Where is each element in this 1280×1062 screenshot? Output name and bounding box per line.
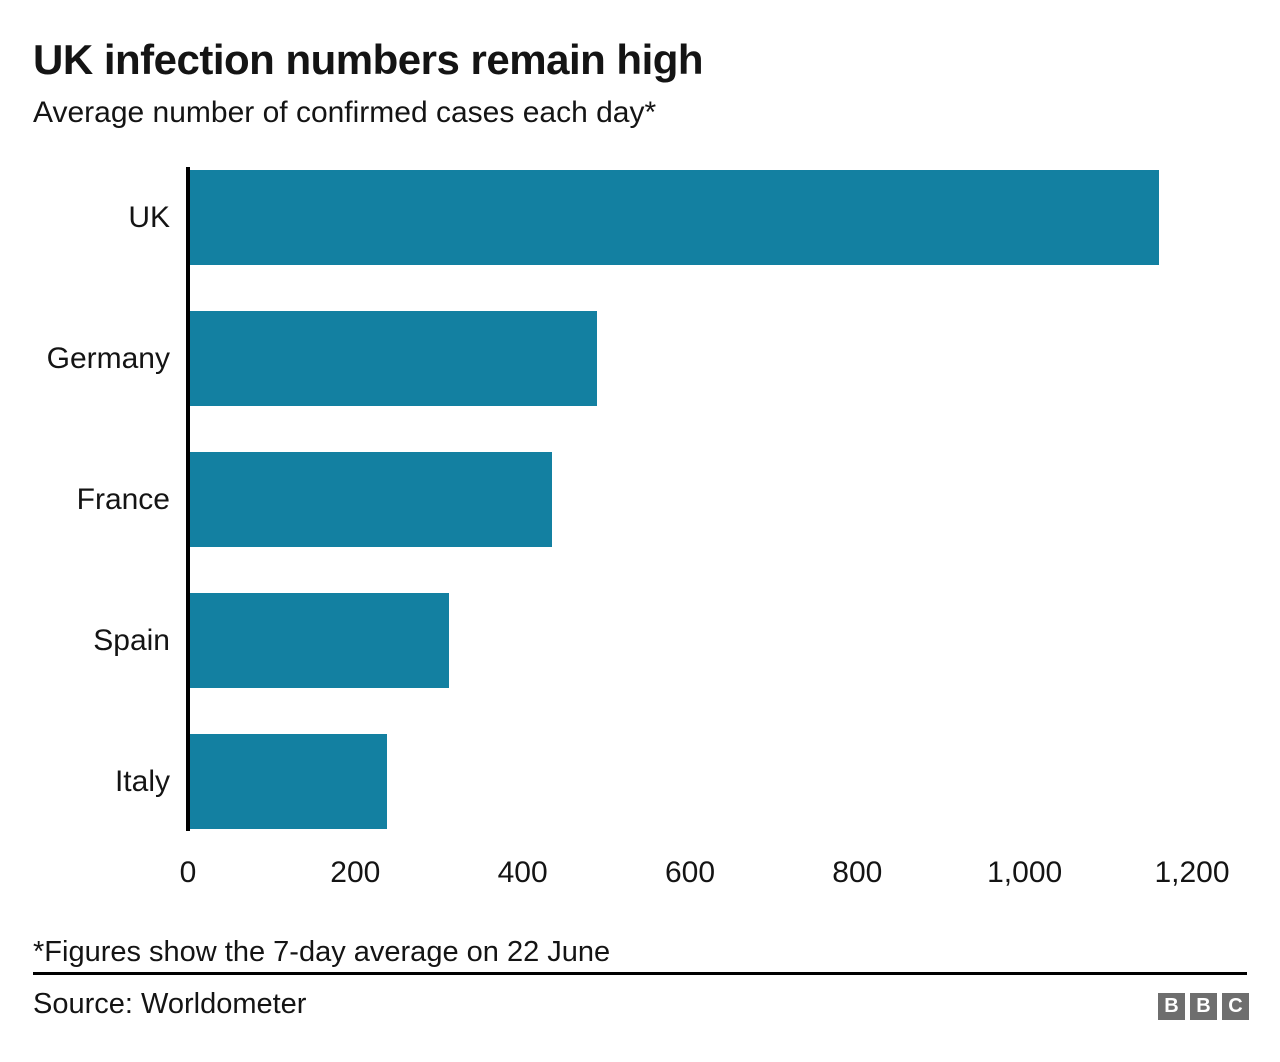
x-tick-400: 400: [497, 856, 548, 889]
source-attribution: Source: Worldometer: [33, 988, 307, 1020]
category-label-spain: Spain: [93, 623, 170, 657]
category-label-france: France: [76, 482, 170, 516]
x-tick-600: 600: [664, 856, 716, 889]
bbc-logo-block-3: C: [1222, 993, 1249, 1020]
y-axis-line: [186, 167, 190, 831]
chart-title: UK infection numbers remain high: [33, 36, 704, 83]
bar-germany: [190, 311, 597, 406]
bbc-logo-block-1: B: [1158, 993, 1185, 1020]
divider-line: [33, 972, 1247, 975]
x-tick-1000: 1,000: [987, 856, 1063, 889]
bar-italy: [190, 734, 387, 829]
bar-spain: [190, 593, 449, 688]
bbc-logo-block-2: B: [1190, 993, 1217, 1020]
x-tick-1200: 1,200: [1154, 856, 1230, 889]
bar-france: [190, 452, 552, 547]
x-tick-800: 800: [832, 856, 883, 889]
x-tick-0: 0: [179, 856, 197, 889]
bar-uk: [190, 170, 1159, 265]
x-tick-200: 200: [330, 856, 381, 889]
category-label-uk: UK: [128, 200, 170, 234]
chart-footnote: *Figures show the 7-day average on 22 Ju…: [33, 936, 611, 968]
category-label-italy: Italy: [114, 764, 170, 798]
category-label-germany: Germany: [46, 341, 170, 375]
chart-subtitle: Average number of confirmed cases each d…: [33, 96, 657, 129]
